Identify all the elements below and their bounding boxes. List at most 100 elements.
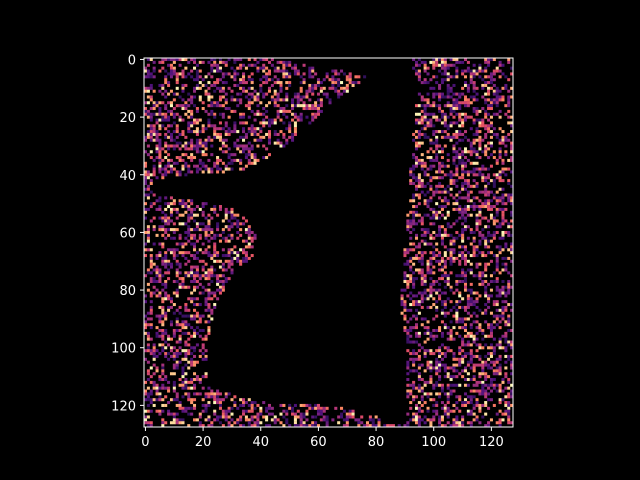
heatmap-cell [288,81,292,85]
heatmap-cell [489,354,493,358]
heatmap-cell [190,346,194,350]
heatmap-cell [423,230,427,234]
heatmap-cell [492,219,496,223]
heatmap-cell [466,300,470,304]
heatmap-cell [458,132,462,136]
heatmap-cell [423,132,427,136]
heatmap-cell [423,421,427,425]
heatmap-cell [262,135,266,139]
heatmap-cell [161,418,165,422]
heatmap-cell [481,403,485,407]
heatmap-cell [446,92,450,96]
heatmap-cell [256,112,260,116]
heatmap-cell [504,245,508,249]
heatmap-cell [466,181,470,185]
heatmap-cell [230,236,234,240]
heatmap-cell [187,274,191,278]
heatmap-cell [193,256,197,260]
heatmap-cell [440,300,444,304]
heatmap-cell [446,75,450,79]
heatmap-cell [161,297,165,301]
heatmap-cell [478,308,482,312]
heatmap-cell [193,144,197,148]
heatmap-cell [510,213,514,217]
heatmap-cell [475,418,479,422]
heatmap-cell [276,95,280,99]
heatmap-cell [449,259,453,263]
heatmap-cell [146,228,150,232]
heatmap-cell [175,352,179,356]
heatmap-cell [242,147,246,151]
heatmap-cell [216,282,220,286]
heatmap-cell [193,349,197,353]
heatmap-cell [484,66,488,70]
heatmap-cell [178,377,182,382]
heatmap-cell [472,150,476,154]
heatmap-cell [478,251,482,255]
heatmap-cell [487,63,491,67]
y-tick-label: 120 [111,399,136,414]
heatmap-cell [409,173,413,177]
heatmap-cell [190,377,194,382]
heatmap-cell [216,288,220,292]
heatmap-cell [501,202,505,206]
heatmap-cell [455,170,459,174]
heatmap-cell [181,285,185,289]
heatmap-cell [417,303,421,307]
heatmap-cell [412,156,416,160]
heatmap-cell [256,424,260,428]
heatmap-cell [210,256,214,260]
heatmap-cell [184,262,188,266]
heatmap-cell [440,256,444,260]
heatmap-cell [201,228,205,232]
heatmap-cell [487,127,491,131]
heatmap-cell [435,401,439,405]
heatmap-cell [161,398,165,402]
heatmap-cell [458,205,462,209]
heatmap-cell [218,132,222,136]
heatmap-cell [178,173,182,177]
heatmap-cell [155,314,159,318]
heatmap-cell [489,130,493,134]
heatmap-cell [314,421,318,425]
heatmap-cell [412,294,416,298]
heatmap-cell [201,346,205,350]
heatmap-cell [207,219,211,223]
heatmap-cell [507,104,511,108]
heatmap-cell [158,138,162,142]
heatmap-cell [146,386,150,390]
x-tick-label: 40 [252,435,269,450]
heatmap-cell [455,92,459,96]
heatmap-cell [463,352,468,356]
heatmap-cell [227,153,231,157]
heatmap-cell [316,406,320,410]
heatmap-cell [175,412,179,416]
heatmap-cell [435,254,439,258]
heatmap-cell [184,340,188,344]
heatmap-cell [244,156,248,160]
heatmap-cell [478,323,482,327]
heatmap-cell [149,279,153,284]
heatmap-cell [155,176,159,180]
heatmap-cell [195,320,199,324]
heatmap-cell [443,369,447,373]
heatmap-cell [507,181,511,185]
heatmap-cell [187,124,191,128]
heatmap-cell [507,406,511,410]
heatmap-cell [193,242,197,246]
heatmap-cell [265,406,269,410]
heatmap-cell [152,279,156,284]
heatmap-cell [190,115,194,119]
heatmap-cell [484,360,488,364]
heatmap-cell [478,346,482,350]
heatmap-cell [187,225,191,229]
heatmap-cell [463,112,468,116]
heatmap-cell [461,317,465,321]
heatmap-cell [501,210,505,214]
heatmap-cell [201,150,205,154]
heatmap-cell [178,95,182,99]
heatmap-cell [478,147,482,151]
heatmap-cell [504,294,508,298]
heatmap-cell [481,369,485,373]
heatmap-cell [155,326,159,330]
